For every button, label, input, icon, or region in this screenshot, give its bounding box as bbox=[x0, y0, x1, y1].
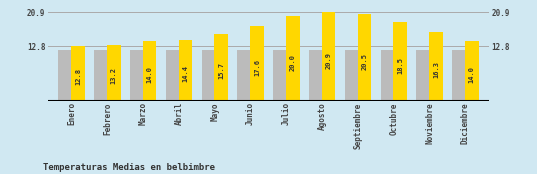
Bar bbox=[94, 50, 108, 101]
Text: 14.0: 14.0 bbox=[469, 66, 475, 83]
Bar bbox=[201, 50, 215, 101]
Bar bbox=[465, 41, 478, 101]
Text: 15.7: 15.7 bbox=[218, 62, 224, 79]
Bar bbox=[59, 50, 72, 101]
Text: 14.0: 14.0 bbox=[147, 66, 153, 83]
Bar bbox=[107, 45, 121, 101]
Bar bbox=[273, 50, 287, 101]
Text: 20.9: 20.9 bbox=[325, 52, 332, 69]
Bar bbox=[237, 50, 251, 101]
Text: 18.5: 18.5 bbox=[397, 57, 403, 74]
Bar bbox=[322, 12, 336, 101]
Bar bbox=[286, 16, 300, 101]
Text: 16.3: 16.3 bbox=[433, 61, 439, 78]
Text: 14.4: 14.4 bbox=[183, 65, 188, 82]
Bar bbox=[394, 22, 407, 101]
Bar bbox=[429, 32, 443, 101]
Text: 13.2: 13.2 bbox=[111, 67, 117, 84]
Text: 12.8: 12.8 bbox=[75, 68, 81, 85]
Bar bbox=[416, 50, 430, 101]
Text: 17.6: 17.6 bbox=[254, 59, 260, 76]
Text: 20.5: 20.5 bbox=[361, 53, 367, 70]
Bar bbox=[143, 41, 156, 101]
Bar bbox=[130, 50, 143, 101]
Bar bbox=[452, 50, 466, 101]
Bar bbox=[214, 34, 228, 101]
Bar bbox=[179, 40, 192, 101]
Bar bbox=[71, 46, 85, 101]
Text: 20.0: 20.0 bbox=[290, 54, 296, 71]
Bar bbox=[381, 50, 394, 101]
Bar bbox=[358, 14, 371, 101]
Text: Temperaturas Medias en belbimbre: Temperaturas Medias en belbimbre bbox=[43, 163, 215, 172]
Bar bbox=[250, 26, 264, 101]
Bar bbox=[309, 50, 323, 101]
Bar bbox=[345, 50, 358, 101]
Bar bbox=[166, 50, 179, 101]
